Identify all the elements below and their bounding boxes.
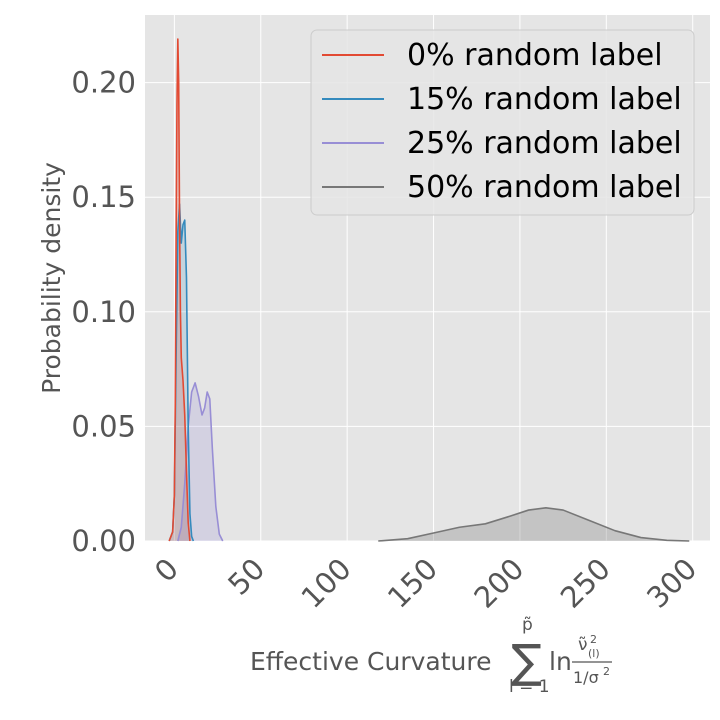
legend-item: 0% random label <box>322 38 663 73</box>
x-tick-label: 250 <box>554 552 617 615</box>
legend-box <box>310 29 695 216</box>
legend-label: 25% random label <box>407 126 682 161</box>
x-tick-label: 150 <box>381 552 444 615</box>
y-tick-label: 0.20 <box>71 66 136 100</box>
fraction-numerator: ν̃ <box>578 635 588 655</box>
ln-text: ln <box>549 647 572 676</box>
x-tick-label: 0 <box>148 552 185 589</box>
x-tick-label: 200 <box>467 552 530 615</box>
legend-label: 15% random label <box>407 82 682 117</box>
x-axis-label-text: Effective Curvature <box>250 647 491 676</box>
sum-lower-limit: l = 1 <box>509 677 550 697</box>
y-tick-label: 0.10 <box>71 295 136 329</box>
x-axis-label: Effective Curvature ∑ p̃ l = 1 ln ν̃ 2 (… <box>250 615 612 697</box>
legend-item: 25% random label <box>322 126 682 161</box>
density-lines <box>168 38 690 542</box>
legend-item: 15% random label <box>322 82 682 117</box>
sum-symbol: ∑ <box>511 634 542 688</box>
y-tick-labels: 0.00 0.05 0.10 0.15 0.20 <box>71 66 136 558</box>
y-axis-label: Probability density <box>37 162 66 394</box>
fraction-denominator: 1/σ <box>573 668 599 687</box>
density-line <box>168 38 191 542</box>
legend-item: 50% random label <box>322 170 682 205</box>
y-tick-label: 0.00 <box>71 524 136 558</box>
legend-label: 50% random label <box>407 170 682 205</box>
fraction-denominator-superscript: 2 <box>603 665 610 678</box>
fraction-numerator-superscript: 2 <box>590 633 597 646</box>
density-fill <box>378 507 690 541</box>
legend: 0% random label 15% random label 25% ran… <box>310 29 695 216</box>
x-tick-label: 300 <box>640 552 703 615</box>
x-tick-label: 100 <box>295 552 358 615</box>
fraction-numerator-subscript: (l) <box>588 647 600 660</box>
y-tick-label: 0.15 <box>71 180 136 214</box>
sum-upper-limit: p̃ <box>522 615 533 635</box>
y-tick-label: 0.05 <box>71 409 136 443</box>
x-tick-labels: 0 50 100 150 200 250 300 <box>148 552 703 615</box>
density-line <box>378 506 690 542</box>
x-tick-label: 50 <box>221 552 271 602</box>
legend-label: 0% random label <box>407 38 663 73</box>
